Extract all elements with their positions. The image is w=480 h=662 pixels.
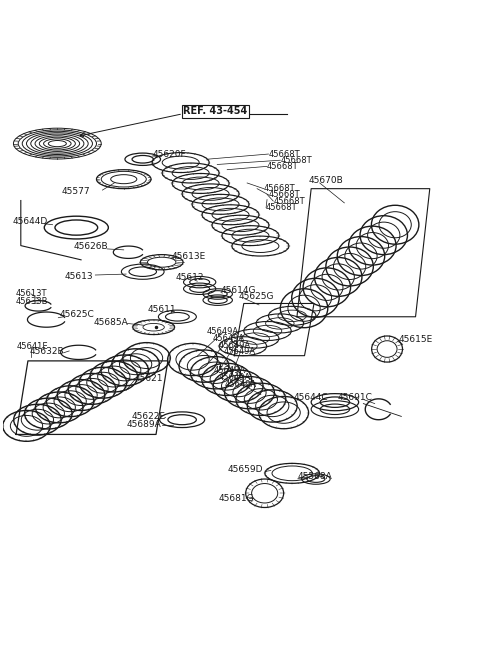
Text: 45613E: 45613E xyxy=(171,252,205,261)
Text: 45633B: 45633B xyxy=(16,297,48,306)
Text: 45670B: 45670B xyxy=(309,175,344,185)
Text: 45649A: 45649A xyxy=(224,348,256,356)
Text: 45681G: 45681G xyxy=(218,494,254,503)
Text: 45612: 45612 xyxy=(176,273,204,283)
Text: 45644D: 45644D xyxy=(12,217,48,226)
Text: 45649A: 45649A xyxy=(219,373,251,382)
Text: 45659D: 45659D xyxy=(227,465,263,474)
Text: 45649A: 45649A xyxy=(214,366,246,375)
Text: 45622E: 45622E xyxy=(132,412,166,421)
Text: 45611: 45611 xyxy=(147,305,176,314)
Text: 45641E: 45641E xyxy=(17,342,48,351)
Text: 45668T: 45668T xyxy=(267,162,299,171)
Text: 45632B: 45632B xyxy=(30,347,64,356)
Text: 45668T: 45668T xyxy=(268,191,300,199)
Text: 45620F: 45620F xyxy=(152,150,186,159)
Text: 45668T: 45668T xyxy=(273,197,305,205)
Text: 45668T: 45668T xyxy=(264,184,295,193)
Text: 45649A: 45649A xyxy=(207,328,239,336)
Text: 45625C: 45625C xyxy=(60,310,95,319)
Text: 45614G: 45614G xyxy=(221,286,256,295)
Text: 45615E: 45615E xyxy=(399,335,433,344)
Text: 45689A: 45689A xyxy=(127,420,162,430)
Text: 45668T: 45668T xyxy=(266,203,298,212)
Text: 45649A: 45649A xyxy=(218,341,250,350)
Text: 45626B: 45626B xyxy=(73,242,108,251)
Text: 45668T: 45668T xyxy=(280,156,312,165)
Text: 45625G: 45625G xyxy=(239,292,275,301)
Text: REF. 43-454: REF. 43-454 xyxy=(183,107,247,117)
Text: 45568A: 45568A xyxy=(298,472,333,481)
Text: 45649A: 45649A xyxy=(213,334,245,343)
Text: 45577: 45577 xyxy=(62,187,91,197)
Text: 45649A: 45649A xyxy=(225,379,257,389)
Text: 45668T: 45668T xyxy=(268,150,300,158)
Text: 45685A: 45685A xyxy=(94,318,128,327)
Text: 45644C: 45644C xyxy=(294,393,328,402)
Text: 45621: 45621 xyxy=(135,374,163,383)
Text: 45613: 45613 xyxy=(64,273,93,281)
Text: 45613T: 45613T xyxy=(16,289,48,299)
Text: 45691C: 45691C xyxy=(337,393,372,402)
